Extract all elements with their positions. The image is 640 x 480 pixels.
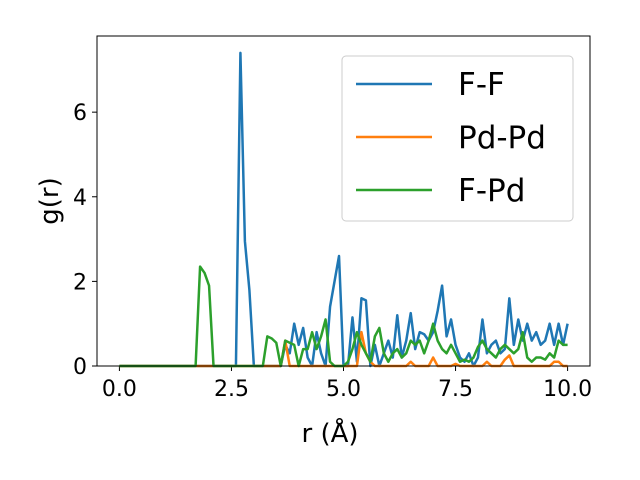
x-tick-label: 10.0 <box>543 377 592 402</box>
x-axis-label: r (Å) <box>301 417 358 449</box>
x-tick-label: 2.5 <box>214 377 249 402</box>
plot-frame <box>96 35 591 367</box>
x-tick-label: 0.0 <box>102 377 137 402</box>
legend-label: Pd-Pd <box>458 120 546 156</box>
legend-label: F-F <box>458 67 505 103</box>
y-tick-label: 6 <box>73 101 87 126</box>
legend-box <box>341 55 574 222</box>
y-tick-label: 0 <box>73 355 87 380</box>
x-tick-label: 7.5 <box>438 377 473 402</box>
y-tick-label: 4 <box>73 186 87 211</box>
y-tick-label: 2 <box>73 270 87 295</box>
legend-label: F-Pd <box>458 173 525 209</box>
x-tick-label: 5.0 <box>326 377 361 402</box>
y-axis-label: g(r) <box>35 177 65 224</box>
